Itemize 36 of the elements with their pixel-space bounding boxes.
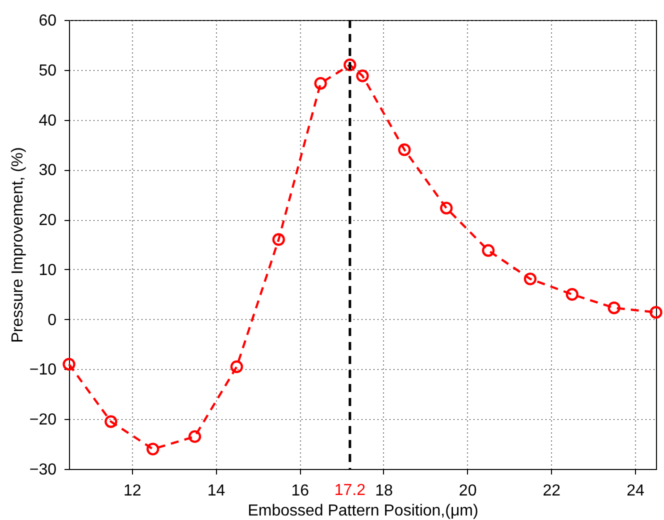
y-tick-label: −20 xyxy=(29,412,57,429)
point xyxy=(272,233,285,246)
point xyxy=(440,202,453,214)
point xyxy=(146,442,160,456)
point xyxy=(650,306,662,319)
ref-line-label: 17.2 xyxy=(334,482,366,499)
y-tick-label: −10 xyxy=(29,362,57,379)
x-tick-label: 12 xyxy=(123,482,142,500)
point xyxy=(344,58,356,72)
y-tick-label: 30 xyxy=(38,162,57,180)
y-tick-label: 50 xyxy=(38,62,57,80)
y-tick-label: 10 xyxy=(38,262,57,279)
y-tick-label: 0 xyxy=(48,312,57,329)
x-axis-title: Embossed Pattern Position,(μm) xyxy=(248,502,478,520)
x-tick-label: 20 xyxy=(458,482,477,500)
x-tick-label: 24 xyxy=(626,482,645,500)
x-tick-label: 22 xyxy=(542,482,561,500)
y-tick-label: −30 xyxy=(29,462,57,478)
point xyxy=(566,288,578,301)
point xyxy=(188,430,202,443)
x-tick-label: 16 xyxy=(291,482,310,500)
point xyxy=(104,415,118,428)
x-tick-label: 14 xyxy=(207,482,226,500)
point xyxy=(356,70,369,82)
y-tick-label: 40 xyxy=(38,112,57,130)
y-tick-label: 60 xyxy=(38,12,57,30)
point xyxy=(482,244,495,257)
point xyxy=(62,358,76,371)
x-tick-label: 18 xyxy=(375,482,393,500)
point xyxy=(314,77,327,90)
y-axis-title: Pressure Improvement, (%) xyxy=(9,147,26,343)
point xyxy=(398,143,411,156)
point xyxy=(608,302,620,314)
point xyxy=(524,272,537,286)
point xyxy=(230,360,244,374)
y-tick-label: 20 xyxy=(38,212,57,230)
